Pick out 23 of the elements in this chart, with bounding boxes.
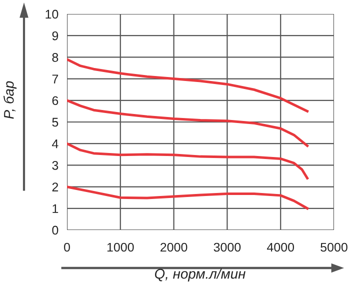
y-tick-label: 6 [52, 96, 58, 106]
x-tick-label: 3000 [214, 242, 241, 252]
y-tick-label: 7 [52, 74, 58, 84]
y-axis-title: P, бар [3, 81, 17, 119]
x-tick-label: 0 [64, 242, 70, 252]
y-tick-label: 2 [52, 182, 58, 192]
line-series [67, 142, 309, 180]
x-axis-title: Q, норм.л/мин [154, 268, 246, 282]
y-tick-label: 4 [52, 140, 58, 148]
y-tick-label: 5 [52, 118, 58, 127]
x-tick-label: 5000 [320, 242, 348, 252]
y-tick-label: 9 [52, 31, 58, 40]
line-series [67, 186, 309, 210]
x-tick-label: 1000 [107, 242, 134, 252]
y-tick-label: 8 [52, 53, 58, 62]
y-tick-label: 3 [52, 161, 58, 170]
y-tick-label: 0 [52, 226, 58, 235]
y-tick-label: 10 [46, 10, 58, 19]
line-series [67, 58, 309, 112]
x-tick-label: 4000 [266, 242, 294, 252]
line-series [67, 99, 309, 148]
x-tick-label: 2000 [160, 242, 188, 252]
y-tick-label: 1 [52, 204, 58, 213]
